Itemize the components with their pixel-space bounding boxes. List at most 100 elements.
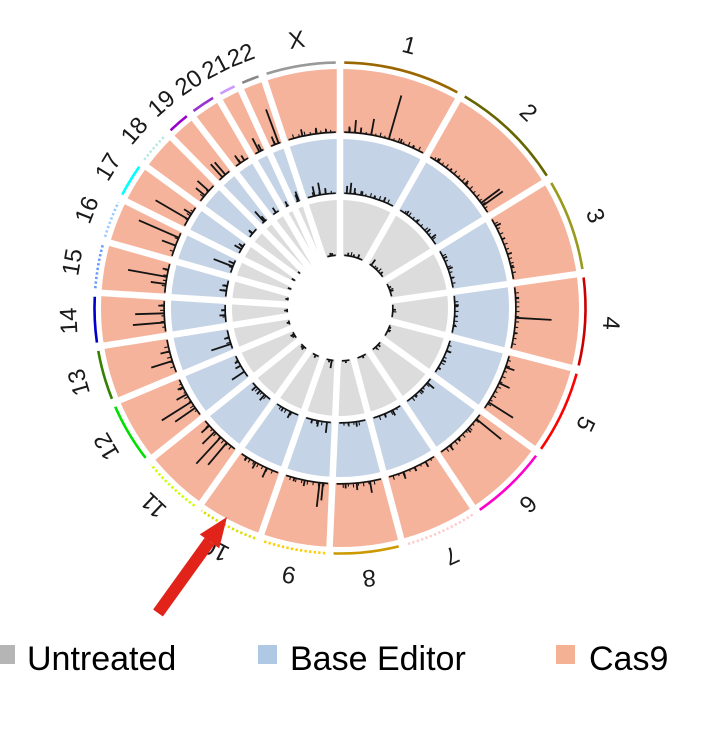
legend-label-base-editor: Base Editor	[290, 640, 466, 678]
baseline-base_editor	[276, 403, 299, 416]
baseline-cas9	[204, 420, 236, 450]
baseline-untreated	[391, 304, 394, 318]
baseline-base_editor	[373, 405, 401, 419]
ideogram-arc-10	[200, 509, 256, 540]
baseline-untreated	[312, 352, 319, 358]
baseline-cas9	[178, 379, 201, 415]
baseline-cas9	[285, 474, 329, 485]
ideogram-arc-3	[550, 182, 584, 270]
ideogram-arc-14	[93, 296, 99, 343]
baseline-cas9	[288, 131, 336, 141]
baseline-untreated	[292, 331, 297, 339]
legend: Untreated Base Editor Cas9	[0, 640, 668, 678]
baseline-cas9	[388, 455, 435, 478]
ideogram-arc-2	[464, 95, 548, 177]
baseline-cas9	[199, 185, 215, 202]
chromosome-label-16: 16	[70, 193, 105, 228]
baseline-base_editor	[399, 209, 437, 245]
legend-swatch-untreated-icon	[0, 645, 15, 664]
ideogram-arc-8	[333, 545, 400, 555]
ideogram-arc-5	[539, 373, 578, 450]
ideogram-arc-1	[344, 61, 458, 94]
chromosome-label-14: 14	[55, 307, 83, 335]
chromosome-label-5: 5	[570, 412, 600, 436]
baseline-untreated	[327, 254, 336, 258]
baseline-cas9	[241, 453, 279, 474]
baseline-cas9	[163, 263, 171, 293]
legend-swatch-base-editor-icon	[258, 645, 277, 664]
ideogram-arc-20	[192, 96, 214, 113]
chromosome-label-4: 4	[597, 316, 625, 331]
chromosome-X: X	[266, 26, 336, 258]
legend-item-base-editor: Base Editor	[258, 640, 466, 678]
baseline-cas9	[183, 207, 197, 227]
chromosome-15: 15	[57, 244, 289, 301]
legend-label-untreated: Untreated	[27, 640, 176, 678]
chromosome-label-12: 12	[88, 428, 125, 465]
baseline-base_editor	[344, 192, 394, 207]
baseline-base_editor	[285, 204, 289, 208]
ideogram-arc-15	[93, 244, 104, 289]
baseline-cas9	[166, 339, 177, 373]
baseline-cas9	[336, 478, 382, 485]
chromosome-8: 8	[333, 359, 400, 592]
chromosome-13: 13	[63, 320, 291, 400]
baseline-cas9	[218, 170, 230, 181]
chromosome-label-8: 8	[361, 563, 377, 591]
baseline-base_editor	[439, 251, 454, 288]
baseline-cas9	[491, 218, 515, 280]
baseline-base_editor	[238, 243, 246, 254]
chromosome-14: 14	[55, 296, 289, 343]
legend-item-untreated: Untreated	[0, 640, 176, 678]
legend-item-cas9: Cas9	[556, 640, 668, 678]
chromosome-label-17: 17	[90, 149, 127, 186]
baseline-base_editor	[339, 419, 366, 424]
chromosome-label-7: 7	[440, 540, 463, 570]
baseline-untreated	[357, 353, 367, 359]
baseline-base_editor	[234, 355, 249, 377]
chromosome-9: 9	[262, 358, 334, 589]
baseline-base_editor	[224, 304, 227, 323]
ideogram-arc-22	[241, 75, 259, 84]
baseline-cas9	[440, 414, 481, 453]
chromosome-label-3: 3	[580, 205, 610, 227]
ideogram-arc-9	[262, 539, 326, 555]
ideogram-arc-6	[478, 454, 538, 511]
baseline-base_editor	[307, 192, 336, 199]
chromosome-label-19: 19	[143, 85, 181, 123]
legend-swatch-cas9-icon	[556, 645, 575, 664]
ideogram-arc-4	[577, 277, 587, 366]
baseline-base_editor	[226, 330, 234, 349]
baseline-base_editor	[224, 280, 230, 297]
chromosome-3: 3	[386, 182, 610, 297]
baseline-base_editor	[451, 295, 456, 333]
annotation-arrow	[153, 517, 227, 617]
ideogram-arc-X	[266, 61, 336, 75]
baseline-cas9	[235, 157, 249, 167]
arrow-head	[199, 517, 227, 549]
chromosome-label-15: 15	[57, 247, 88, 278]
baseline-base_editor	[252, 382, 271, 400]
chromosome-label-18: 18	[116, 112, 154, 150]
legend-label-cas9: Cas9	[589, 640, 668, 678]
baseline-base_editor	[249, 228, 257, 238]
baseline-cas9	[484, 356, 510, 409]
baseline-cas9	[171, 232, 182, 257]
chromosome-label-9: 9	[280, 560, 298, 589]
chromosome-label-2: 2	[514, 98, 542, 127]
chromosome-1: 1	[344, 31, 458, 261]
ideogram-arc-13	[97, 350, 114, 400]
ideogram-arc-21	[219, 85, 236, 95]
baseline-untreated	[369, 263, 384, 278]
ideogram-arc-18	[143, 135, 166, 161]
baseline-untreated	[326, 358, 334, 362]
ideogram-arc-19	[169, 115, 188, 132]
chromosome-label-6: 6	[514, 489, 542, 518]
ideogram-arc-16	[103, 201, 120, 238]
ideogram-arc-11	[149, 463, 196, 507]
chromosome-label-13: 13	[63, 366, 96, 399]
chromosome-label-X: X	[287, 26, 307, 55]
